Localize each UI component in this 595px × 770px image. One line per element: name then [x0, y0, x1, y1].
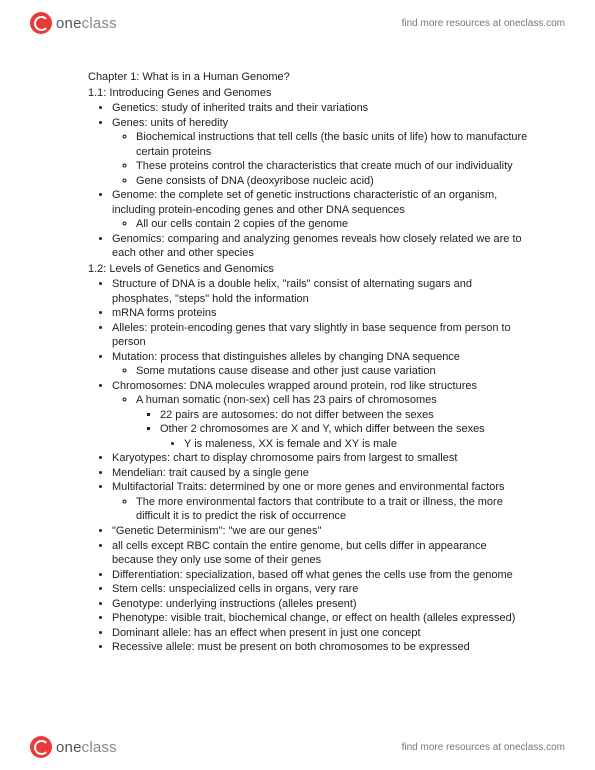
logo-text: oneclass	[56, 739, 117, 756]
list-item: Biochemical instructions that tell cells…	[136, 130, 528, 159]
item-text: Other 2 chromosomes are X and Y, which d…	[160, 423, 485, 435]
list-item: "Genetic Determinism": "we are our genes…	[112, 524, 528, 539]
logo-mark-icon	[30, 12, 52, 34]
logo-word-class: class	[82, 15, 117, 32]
sublist: All our cells contain 2 copies of the ge…	[112, 217, 528, 232]
logo-word-one: one	[56, 739, 82, 756]
list-item: Y is maleness, XX is female and XY is ma…	[184, 437, 528, 452]
list-item: Phenotype: visible trait, biochemical ch…	[112, 611, 528, 626]
list-item: Other 2 chromosomes are X and Y, which d…	[160, 422, 528, 451]
chapter-title: Chapter 1: What is in a Human Genome?	[88, 70, 528, 85]
logo-word-one: one	[56, 15, 82, 32]
list-item: all cells except RBC contain the entire …	[112, 539, 528, 568]
list-item: Recessive allele: must be present on bot…	[112, 640, 528, 655]
list-item: These proteins control the characteristi…	[136, 159, 528, 174]
document-body: Chapter 1: What is in a Human Genome? 1.…	[88, 70, 528, 655]
logo-mark-icon	[30, 736, 52, 758]
item-text: Chromosomes: DNA molecules wrapped aroun…	[112, 380, 477, 392]
list-item: Some mutations cause disease and other j…	[136, 364, 528, 379]
list-item: Genetics: study of inherited traits and …	[112, 101, 528, 116]
list-item: Stem cells: unspecialized cells in organ…	[112, 582, 528, 597]
list-item: Structure of DNA is a double helix, "rai…	[112, 277, 528, 306]
list-item: Genotype: underlying instructions (allel…	[112, 597, 528, 612]
section-1-list: Genetics: study of inherited traits and …	[88, 101, 528, 261]
list-item: Genes: units of heredity Biochemical ins…	[112, 116, 528, 189]
item-text: Genes: units of heredity	[112, 117, 228, 129]
sublist: The more environmental factors that cont…	[112, 495, 528, 524]
list-item: Differentiation: specialization, based o…	[112, 568, 528, 583]
logo-text: oneclass	[56, 15, 117, 32]
item-text: Genome: the complete set of genetic inst…	[112, 189, 497, 216]
item-text: Multifactorial Traits: determined by one…	[112, 481, 505, 493]
sublist: Y is maleness, XX is female and XY is ma…	[160, 437, 528, 452]
item-text: A human somatic (non-sex) cell has 23 pa…	[136, 394, 437, 406]
list-item: Dominant allele: has an effect when pres…	[112, 626, 528, 641]
brand-logo: oneclass	[30, 12, 117, 34]
list-item: Mutation: process that distinguishes all…	[112, 350, 528, 379]
list-item: All our cells contain 2 copies of the ge…	[136, 217, 528, 232]
page-header: oneclass find more resources at oneclass…	[0, 0, 595, 46]
sublist: Biochemical instructions that tell cells…	[112, 130, 528, 188]
list-item: A human somatic (non-sex) cell has 23 pa…	[136, 393, 528, 451]
page-footer: oneclass find more resources at oneclass…	[0, 724, 595, 770]
list-item: Genome: the complete set of genetic inst…	[112, 188, 528, 232]
list-item: Gene consists of DNA (deoxyribose nuclei…	[136, 174, 528, 189]
footer-tagline: find more resources at oneclass.com	[402, 742, 565, 753]
sublist: 22 pairs are autosomes: do not differ be…	[136, 408, 528, 452]
list-item: Chromosomes: DNA molecules wrapped aroun…	[112, 379, 528, 452]
section-1-title: 1.1: Introducing Genes and Genomes	[88, 86, 528, 101]
header-tagline: find more resources at oneclass.com	[402, 18, 565, 29]
brand-logo: oneclass	[30, 736, 117, 758]
list-item: Genomics: comparing and analyzing genome…	[112, 232, 528, 261]
list-item: 22 pairs are autosomes: do not differ be…	[160, 408, 528, 423]
list-item: Multifactorial Traits: determined by one…	[112, 480, 528, 524]
sublist: Some mutations cause disease and other j…	[112, 364, 528, 379]
section-2-title: 1.2: Levels of Genetics and Genomics	[88, 262, 528, 277]
list-item: Alleles: protein-encoding genes that var…	[112, 321, 528, 350]
section-2-list: Structure of DNA is a double helix, "rai…	[88, 277, 528, 654]
list-item: Mendelian: trait caused by a single gene	[112, 466, 528, 481]
list-item: The more environmental factors that cont…	[136, 495, 528, 524]
sublist: A human somatic (non-sex) cell has 23 pa…	[112, 393, 528, 451]
list-item: Karyotypes: chart to display chromosome …	[112, 451, 528, 466]
list-item: mRNA forms proteins	[112, 306, 528, 321]
logo-word-class: class	[82, 739, 117, 756]
item-text: Mutation: process that distinguishes all…	[112, 351, 460, 363]
